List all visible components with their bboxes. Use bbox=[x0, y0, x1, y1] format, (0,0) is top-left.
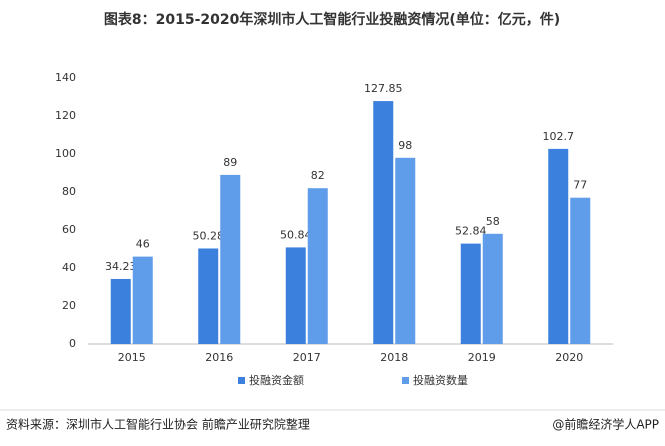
bar bbox=[285, 247, 306, 344]
y-tick-label: 60 bbox=[62, 223, 76, 236]
legend-label: 投融资数量 bbox=[413, 373, 468, 387]
value-label: 89 bbox=[223, 156, 237, 169]
bar bbox=[373, 101, 394, 345]
value-label: 77 bbox=[573, 179, 587, 192]
bar bbox=[548, 148, 569, 344]
value-label: 50.84 bbox=[280, 228, 312, 241]
value-label: 82 bbox=[311, 169, 325, 182]
bar bbox=[482, 233, 503, 344]
value-label: 58 bbox=[486, 215, 500, 228]
y-tick-label: 80 bbox=[62, 185, 76, 198]
y-tick-label: 40 bbox=[62, 261, 76, 274]
value-label: 34.23 bbox=[105, 260, 137, 273]
chart-title: 图表8：2015-2020年深圳市人工智能行业投融资情况(单位：亿元，件) bbox=[104, 11, 560, 28]
legend-swatch bbox=[402, 377, 409, 384]
value-label: 98 bbox=[398, 139, 412, 152]
x-tick-label: 2016 bbox=[205, 351, 233, 364]
x-tick-label: 2020 bbox=[555, 351, 583, 364]
value-label: 46 bbox=[136, 238, 150, 251]
source: 资料来源：深圳市人工智能行业协会 前瞻产业研究院整理 bbox=[6, 417, 310, 432]
value-label: 52.84 bbox=[455, 225, 487, 238]
credit: @前瞻经济学人APP bbox=[552, 417, 659, 432]
bar bbox=[460, 243, 481, 344]
bar bbox=[395, 157, 416, 344]
bar bbox=[110, 278, 131, 344]
bar bbox=[198, 248, 219, 344]
bar bbox=[220, 174, 241, 344]
y-tick-label: 0 bbox=[69, 337, 76, 350]
x-tick-label: 2017 bbox=[293, 351, 321, 364]
bar bbox=[307, 188, 328, 344]
y-tick-label: 100 bbox=[55, 147, 76, 160]
x-tick-label: 2018 bbox=[380, 351, 408, 364]
value-label: 102.7 bbox=[543, 130, 575, 143]
value-label: 50.28 bbox=[193, 229, 225, 242]
legend-swatch bbox=[238, 377, 245, 384]
value-label: 127.85 bbox=[364, 82, 403, 95]
y-tick-label: 20 bbox=[62, 299, 76, 312]
y-tick-label: 120 bbox=[55, 109, 76, 122]
x-tick-label: 2019 bbox=[468, 351, 496, 364]
bar bbox=[132, 256, 153, 344]
y-tick-label: 140 bbox=[55, 71, 76, 84]
bar bbox=[570, 197, 591, 344]
x-tick-label: 2015 bbox=[118, 351, 146, 364]
legend-label: 投融资金额 bbox=[249, 373, 304, 387]
